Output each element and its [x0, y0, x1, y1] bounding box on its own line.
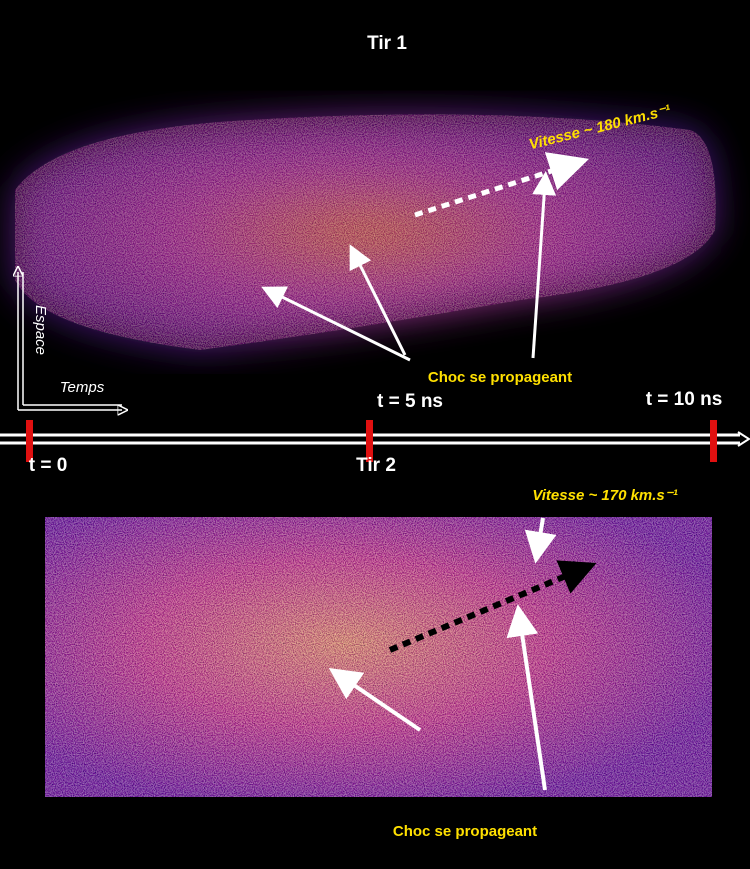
shot2-speed: Vitesse ~ 170 km.s⁻¹ — [532, 487, 677, 504]
shot1-shock: Choc se propageant — [428, 369, 572, 386]
label-t5: t = 5 ns — [377, 391, 443, 412]
shot2-image — [45, 517, 712, 797]
axis-space: Espace — [32, 305, 49, 355]
shot2-pointers — [328, 517, 557, 791]
label-t0: t = 0 — [29, 455, 68, 476]
shot2-velocity-arrow — [388, 560, 597, 653]
shot1-title: Tir 1 — [367, 33, 407, 54]
shot2-shock: Choc se propageant — [393, 823, 537, 840]
shot2-title: Tir 2 — [356, 455, 396, 476]
shot1-pointers — [261, 171, 557, 362]
timeline — [0, 420, 750, 462]
shot1-image — [15, 114, 716, 350]
label-t10: t = 10 ns — [646, 389, 723, 410]
axes-indicator — [18, 272, 122, 410]
axis-time: Temps — [60, 379, 105, 396]
